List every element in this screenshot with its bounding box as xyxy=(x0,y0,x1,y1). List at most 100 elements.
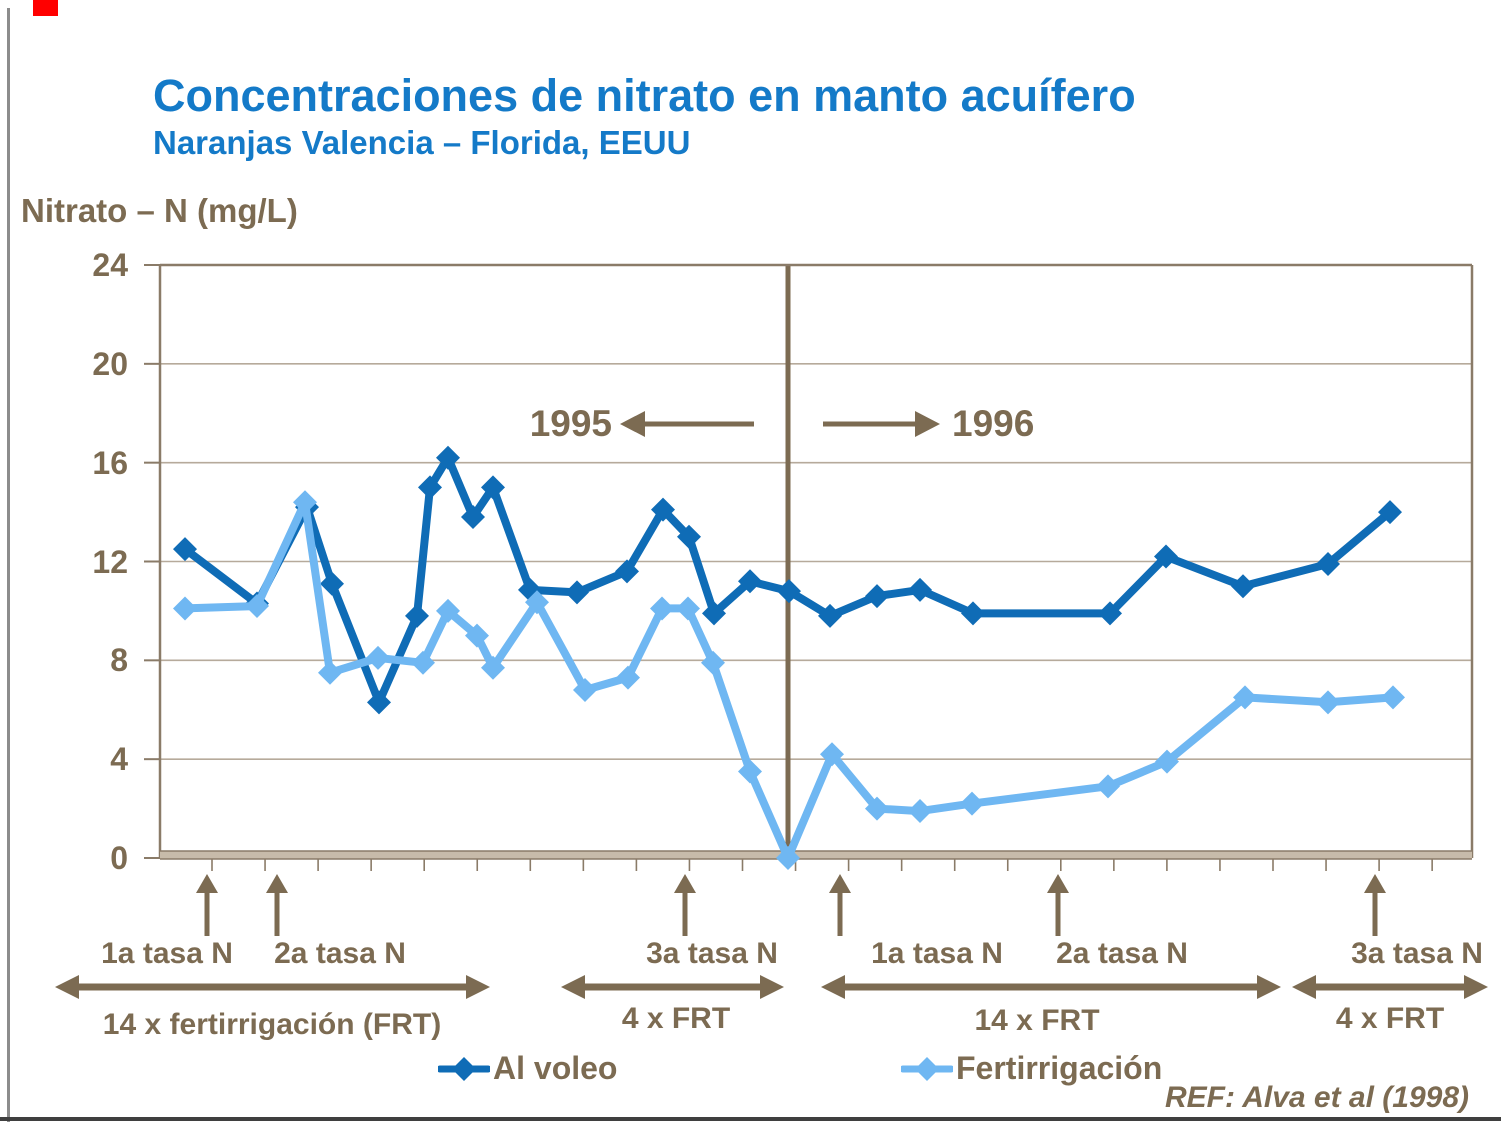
page-left-border xyxy=(7,8,10,1122)
span-arrow-label: 14 x FRT xyxy=(974,1004,1100,1037)
y-tick-label: 12 xyxy=(92,543,128,580)
year-label-1996: 1996 xyxy=(952,403,1035,444)
al-voleo-point xyxy=(461,505,485,530)
fertirrigacion-point xyxy=(676,596,700,621)
fertirrigacion-point xyxy=(820,742,844,767)
al-voleo-point xyxy=(405,603,429,628)
span-arrow-head-right xyxy=(1464,975,1488,999)
fertirrigacion-point xyxy=(573,677,597,702)
tasa-label: 2a tasa N xyxy=(274,937,406,970)
al-voleo-point xyxy=(565,580,589,605)
al-voleo-point xyxy=(1316,551,1340,576)
axis-floor xyxy=(160,851,1472,859)
span-arrow-head-right xyxy=(760,975,784,999)
year-arrow-right-head xyxy=(915,411,940,437)
al-voleo-point xyxy=(777,579,801,604)
tasa-label: 1a tasa N xyxy=(101,937,233,970)
y-tick-label: 20 xyxy=(92,345,128,382)
span-arrow-head-right xyxy=(1257,975,1281,999)
al-voleo-point xyxy=(677,524,701,549)
fertirrigacion-point xyxy=(960,791,984,816)
up-arrow-head xyxy=(196,874,218,893)
tasa-label: 3a tasa N xyxy=(1351,937,1483,970)
span-arrow-head-right xyxy=(466,975,490,999)
al-voleo-point xyxy=(961,601,985,626)
fertirrigacion-point xyxy=(465,623,489,648)
al-voleo-point xyxy=(908,577,932,602)
tasa-label: 3a tasa N xyxy=(646,937,778,970)
up-arrow-head xyxy=(1364,874,1386,893)
al-voleo-point xyxy=(367,690,391,715)
tasa-label: 1a tasa N xyxy=(871,937,1003,970)
fertirrigacion-point xyxy=(1316,690,1340,715)
fertirrigacion-point xyxy=(701,650,725,675)
al-voleo-point xyxy=(702,601,726,626)
y-tick-label: 24 xyxy=(92,247,128,283)
chart-title: Concentraciones de nitrato en manto acuí… xyxy=(153,70,1136,121)
fertirrigacion-point xyxy=(616,665,640,690)
fertirrigacion-point xyxy=(738,759,762,784)
up-arrow-head xyxy=(1047,874,1069,893)
al-voleo-point xyxy=(651,497,675,522)
al-voleo-point xyxy=(615,559,639,584)
chart-subtitle: Naranjas Valencia – Florida, EEUU xyxy=(153,124,691,161)
al-voleo-point xyxy=(1378,500,1402,525)
fertirrigacion-point xyxy=(245,593,269,618)
al-voleo-point xyxy=(1098,601,1122,626)
al-voleo-point xyxy=(418,475,442,500)
up-arrow-head xyxy=(674,874,696,893)
fertirrigacion-point xyxy=(1096,774,1120,799)
y-axis-title: Nitrato – N (mg/L) xyxy=(21,192,298,229)
y-tick-label: 0 xyxy=(110,840,128,876)
reference-text: REF: Alva et al (1998) xyxy=(1165,1081,1469,1114)
al-voleo-point xyxy=(173,537,197,562)
span-arrow-head-left xyxy=(55,975,79,999)
year-arrow-left-head xyxy=(620,411,645,437)
fertirrigacion-point xyxy=(436,598,460,623)
fertirrigacion-point xyxy=(481,655,505,680)
span-arrow-label: 4 x FRT xyxy=(621,1002,731,1035)
span-arrow-head-left xyxy=(1292,975,1316,999)
fertirrigacion-point xyxy=(1155,749,1179,774)
fertirrigacion-point xyxy=(293,490,317,515)
al-voleo-point xyxy=(865,584,889,609)
al-voleo-point xyxy=(1154,544,1178,569)
legend-item-al-voleo: Al voleo xyxy=(438,1050,617,1087)
al-voleo-point xyxy=(818,603,842,628)
fertirrigacion-point xyxy=(366,645,390,670)
legend-label-fertirrigacion: Fertirrigación xyxy=(956,1050,1163,1086)
span-arrow-label: 4 x FRT xyxy=(1335,1002,1445,1035)
span-arrow-head-left xyxy=(561,975,585,999)
fertirrigacion-point xyxy=(411,650,435,675)
y-tick-label: 16 xyxy=(92,444,128,481)
tasa-label: 2a tasa N xyxy=(1056,937,1188,970)
legend-label-al-voleo: Al voleo xyxy=(493,1050,618,1086)
al-voleo-point xyxy=(738,569,762,594)
y-tick-label: 8 xyxy=(110,642,128,679)
legend-item-fertirrigacion: Fertirrigación xyxy=(901,1050,1162,1087)
fertirrigacion-point xyxy=(908,799,932,824)
up-arrow-head xyxy=(266,874,288,893)
al-voleo-point xyxy=(436,445,460,470)
al-voleo-legend-marker-icon xyxy=(438,1056,490,1081)
up-arrow-head xyxy=(829,874,851,893)
span-arrow-label: 14 x fertirrigación (FRT) xyxy=(102,1008,442,1041)
fertirrigacion-point xyxy=(1381,685,1405,710)
fertirrigacion-point xyxy=(865,796,889,821)
fertirrigacion-point xyxy=(776,846,800,870)
fertirrigacion-point xyxy=(318,660,342,685)
span-arrow-head-left xyxy=(821,975,845,999)
page-bottom-border xyxy=(0,1117,1501,1121)
year-label-1995: 1995 xyxy=(529,403,612,444)
y-tick-label: 4 xyxy=(110,741,128,778)
fertirrigacion-point xyxy=(1233,685,1257,710)
fertirrigacion-point xyxy=(650,596,674,621)
al-voleo-point xyxy=(481,475,505,500)
red-marker xyxy=(33,0,58,16)
al-voleo-point xyxy=(1231,574,1255,599)
fertirrigacion-legend-marker-icon xyxy=(901,1056,953,1081)
fertirrigacion-point xyxy=(525,590,549,615)
fertirrigacion-point xyxy=(173,596,197,621)
al-voleo-point xyxy=(320,571,344,596)
